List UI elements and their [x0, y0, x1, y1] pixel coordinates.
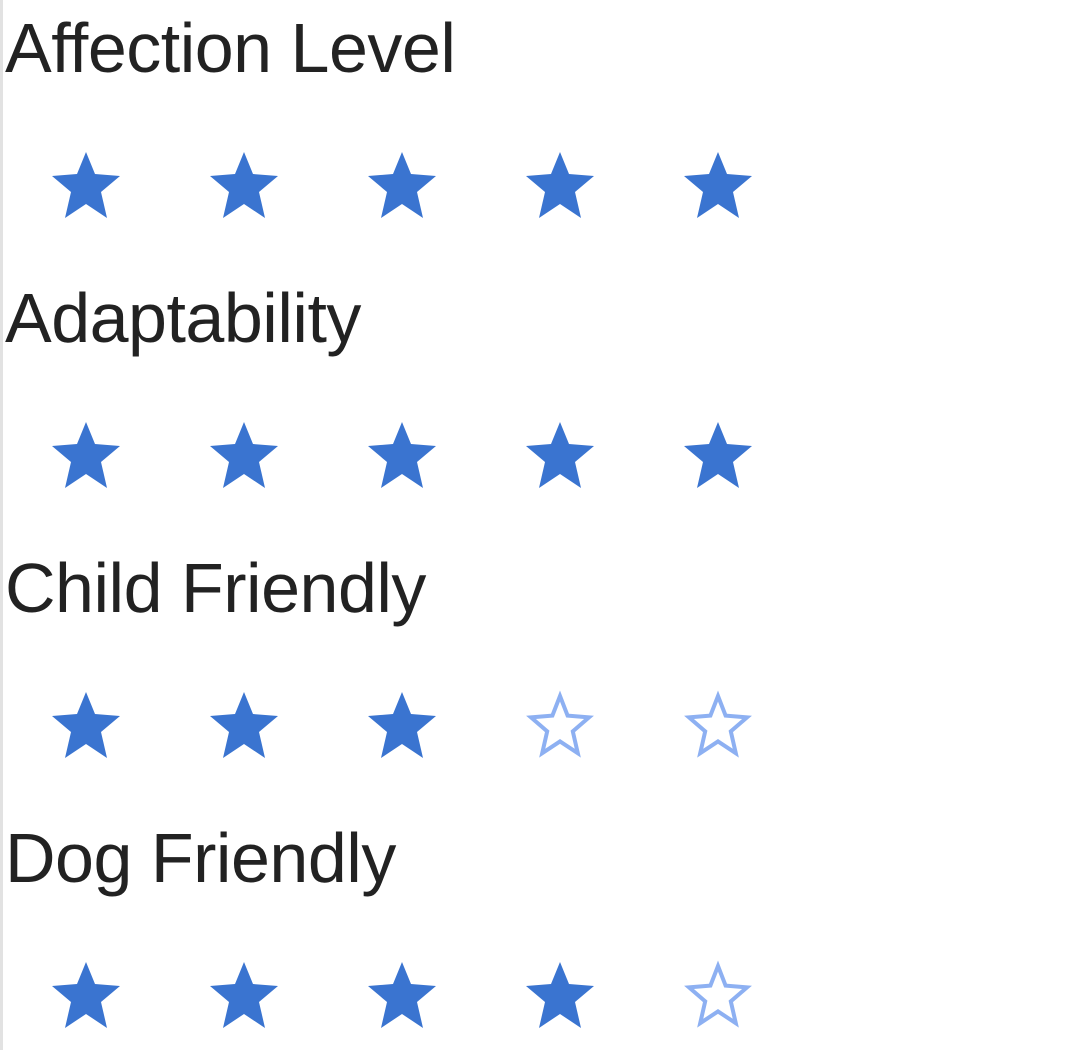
rating-adaptability: Adaptability	[3, 270, 903, 540]
star-filled-icon[interactable]	[681, 150, 755, 220]
star-filled-icon[interactable]	[207, 690, 281, 760]
star-filled-icon[interactable]	[523, 150, 597, 220]
star-filled-icon[interactable]	[207, 420, 281, 490]
rating-label: Adaptability	[5, 279, 361, 357]
rating-label: Dog Friendly	[5, 819, 396, 897]
star-filled-icon[interactable]	[49, 690, 123, 760]
star-rating[interactable]	[3, 120, 803, 220]
rating-affection-level: Affection Level	[3, 0, 903, 270]
star-rating[interactable]	[3, 390, 803, 490]
star-filled-icon[interactable]	[681, 420, 755, 490]
star-filled-icon[interactable]	[365, 960, 439, 1030]
star-filled-icon[interactable]	[49, 960, 123, 1030]
star-filled-icon[interactable]	[523, 420, 597, 490]
star-rating[interactable]	[3, 930, 803, 1030]
rating-child-friendly: Child Friendly	[3, 540, 903, 810]
star-filled-icon[interactable]	[49, 150, 123, 220]
rating-label: Affection Level	[5, 9, 456, 87]
star-filled-icon[interactable]	[365, 690, 439, 760]
star-filled-icon[interactable]	[207, 960, 281, 1030]
star-outline-icon[interactable]	[681, 960, 755, 1030]
star-filled-icon[interactable]	[207, 150, 281, 220]
star-filled-icon[interactable]	[365, 420, 439, 490]
rating-dog-friendly: Dog Friendly	[3, 810, 903, 1050]
rating-label: Child Friendly	[5, 549, 426, 627]
star-rating[interactable]	[3, 660, 803, 760]
star-filled-icon[interactable]	[365, 150, 439, 220]
star-outline-icon[interactable]	[523, 690, 597, 760]
star-filled-icon[interactable]	[523, 960, 597, 1030]
star-filled-icon[interactable]	[49, 420, 123, 490]
star-outline-icon[interactable]	[681, 690, 755, 760]
